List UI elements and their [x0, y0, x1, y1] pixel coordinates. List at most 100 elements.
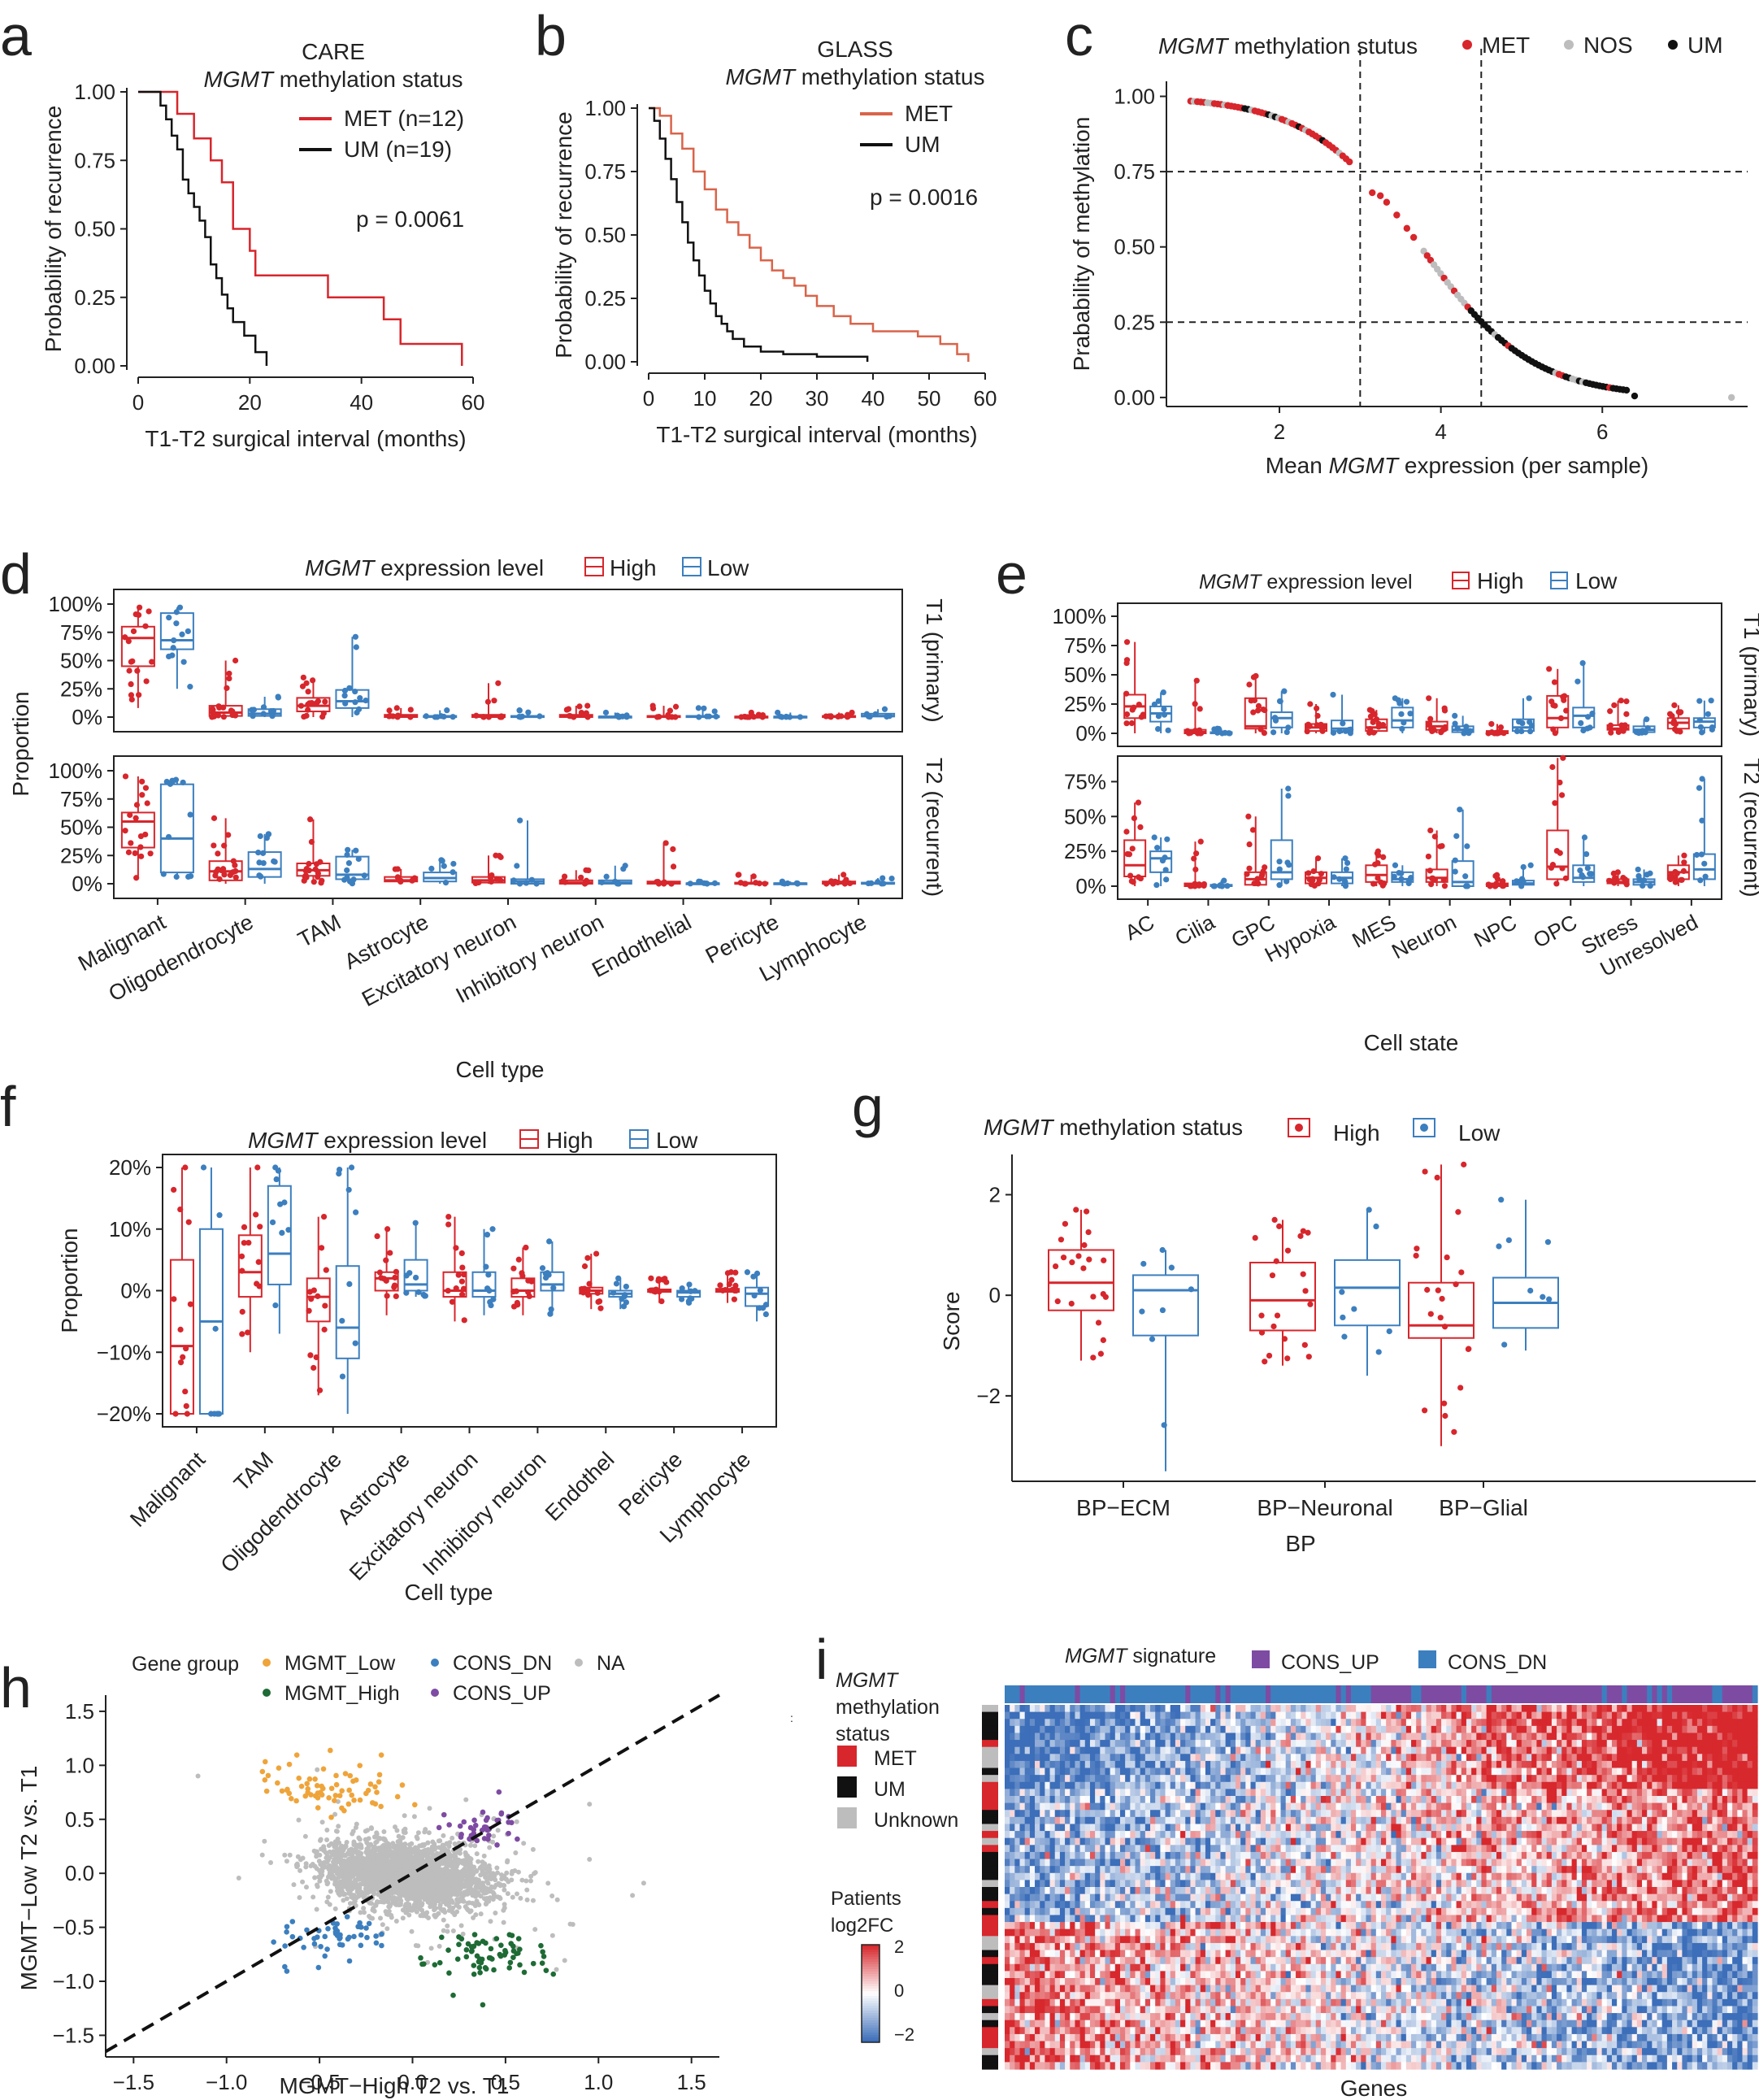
box-high-point [171, 1296, 177, 1302]
gene-point [441, 1907, 447, 1913]
gene-point-purple [484, 1827, 490, 1833]
category-label: Cilia [1171, 910, 1219, 950]
box-high-box [1048, 1249, 1114, 1311]
box-low-point [1401, 720, 1407, 726]
box-high-point [1674, 870, 1680, 876]
gene-point-green [489, 1956, 495, 1962]
box-high-point [1551, 679, 1558, 685]
gene-point-green [456, 1941, 462, 1947]
y-tick-label: 50% [60, 815, 102, 840]
gene-point-blue [311, 1941, 318, 1947]
box-low-point [1405, 877, 1413, 884]
gene-point-blue [363, 1925, 369, 1931]
box-high-point [241, 1224, 248, 1230]
box-high-point [132, 815, 139, 821]
box-high-point [1250, 674, 1257, 680]
signature-cell [1180, 1685, 1186, 1703]
gene-point-green [463, 1954, 470, 1960]
box-high-point [1060, 1254, 1067, 1261]
gene-point [367, 1900, 372, 1906]
gene-point [509, 1877, 515, 1883]
gene-point [337, 1866, 343, 1872]
gene-point-green [471, 1971, 477, 1977]
legend-label: CONS_UP [453, 1682, 551, 1705]
gene-point [324, 1881, 330, 1887]
box-high-point [525, 1277, 532, 1284]
gene-point [287, 1852, 293, 1858]
box-low-point [1519, 720, 1526, 727]
box-low-point [344, 851, 350, 859]
gene-point-green [510, 1954, 516, 1960]
gene-point [364, 1889, 370, 1895]
box-high-point [1131, 704, 1137, 711]
box-high-point [387, 1250, 393, 1256]
y-tick-label: −20% [97, 1402, 151, 1426]
box-high-point [1427, 867, 1433, 874]
km-curve-1 [649, 107, 869, 362]
gene-point [453, 1854, 458, 1859]
box-low-point [257, 833, 263, 840]
gene-point [343, 1878, 349, 1884]
gene-point [342, 1845, 348, 1850]
x-axis-label: Cell state [1364, 1030, 1459, 1055]
data-point [1403, 224, 1411, 233]
box-low-point [1527, 862, 1534, 868]
gene-point-green [498, 1942, 504, 1948]
box-high-point [303, 866, 310, 872]
legend-label: MGMT_High [284, 1682, 400, 1705]
gene-point [432, 1906, 438, 1911]
box-high-point [1305, 1229, 1311, 1236]
box-low-point [516, 714, 523, 720]
box-high-point [1610, 870, 1617, 876]
box-low-point [1518, 878, 1524, 885]
box-low-point [187, 684, 193, 690]
box-low-point [1702, 873, 1709, 880]
category-label: NPC [1470, 910, 1521, 952]
box-high-point [1068, 1300, 1075, 1307]
gene-point-orange [399, 1782, 406, 1788]
box-low-point [1699, 817, 1705, 824]
gene-point [483, 1870, 489, 1876]
box-low-box [335, 1265, 360, 1359]
gene-point [473, 1893, 479, 1899]
box-high-point [654, 714, 661, 720]
box-high-point [593, 1250, 600, 1257]
box-low-point [415, 1289, 422, 1295]
legend-title: Gene group [132, 1653, 239, 1676]
gene-point [454, 1909, 460, 1915]
box-high-point [1254, 876, 1261, 882]
box-high-point [738, 714, 745, 720]
box-high-point [722, 1286, 728, 1293]
gene-point [259, 1852, 265, 1858]
gene-point [385, 1865, 391, 1871]
box-high-point [484, 698, 492, 705]
box-high-point [306, 1289, 313, 1295]
gene-point [428, 1904, 433, 1910]
x-axis-label: Cell type [405, 1580, 493, 1605]
box-low-point [1585, 714, 1592, 720]
box-low-point [352, 688, 358, 695]
box-high-point [177, 1326, 184, 1333]
box-low-point [1398, 711, 1405, 717]
box-low-point [259, 850, 267, 856]
gene-point [407, 1877, 413, 1883]
box-low-box [1149, 850, 1173, 873]
gene-point-green [510, 1943, 516, 1950]
category-label: Endothel [541, 1447, 619, 1526]
box-high-point [1670, 718, 1678, 724]
panel-f: −20%−10%0%10%20%Malignant TAMOligodendroc… [57, 1128, 777, 1605]
signature-cell [1361, 1685, 1367, 1703]
signature-cell [1110, 1685, 1116, 1703]
box-low-point [542, 1275, 549, 1281]
box-high-point [459, 1264, 466, 1271]
box-low-point [781, 880, 788, 887]
box-high-point [1442, 1412, 1448, 1420]
box-low-point [1699, 729, 1705, 736]
signature-cell [1255, 1685, 1262, 1703]
box-high-point [1379, 722, 1387, 728]
gene-point [411, 1814, 417, 1820]
panel-label-a: a [0, 4, 32, 67]
signature-cell [1396, 1685, 1402, 1703]
gene-point [353, 1824, 358, 1830]
box-high-point [668, 880, 675, 887]
